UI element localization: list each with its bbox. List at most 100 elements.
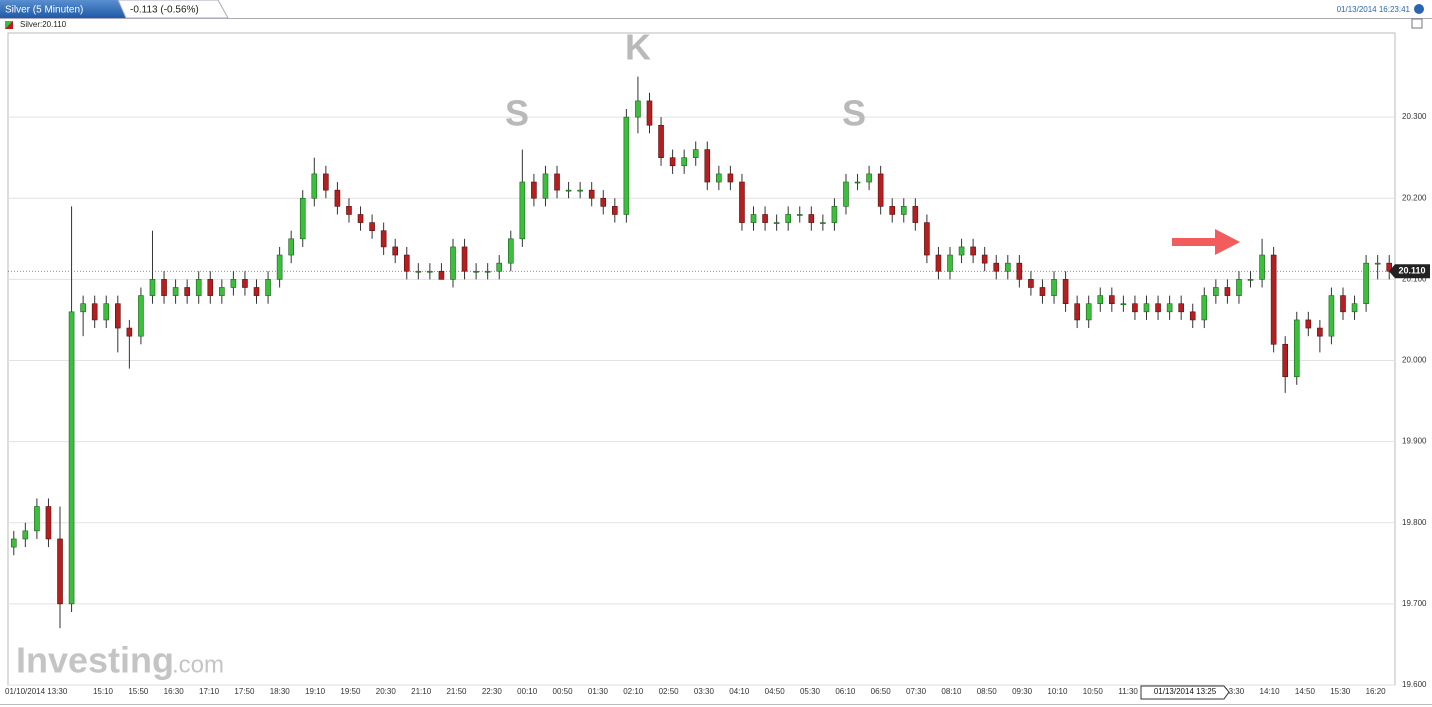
candle-body	[704, 149, 711, 183]
candle-body	[727, 173, 734, 183]
candle-body	[877, 173, 884, 207]
candle-body	[1189, 311, 1196, 321]
candle-body	[1282, 343, 1288, 378]
x-tick-label: 15:50	[128, 687, 149, 696]
chart-title: Silver (5 Minuten)	[5, 5, 83, 16]
candle-body	[1247, 279, 1254, 281]
candle-body	[1016, 262, 1023, 280]
candle-body	[600, 197, 607, 207]
x-tick-label: 19:10	[305, 687, 326, 696]
y-tick-label: 19.800	[1402, 518, 1427, 527]
candle-body	[970, 246, 976, 256]
candle-body	[346, 206, 352, 215]
candle-body	[843, 181, 849, 207]
x-tick-label: 14:50	[1295, 687, 1316, 696]
x-tick-label: 01:30	[588, 687, 609, 696]
candle-body	[1213, 287, 1219, 296]
x-tick-label: 03:30	[694, 687, 715, 696]
candle-body	[1340, 295, 1346, 313]
candle-body	[820, 222, 826, 224]
candle-body	[1109, 295, 1115, 305]
candle-body	[577, 189, 583, 192]
x-tick-label: 00:50	[553, 687, 574, 696]
candle-body	[1074, 303, 1080, 321]
candle-body	[1051, 279, 1057, 296]
x-tick-label: 04:10	[729, 687, 750, 696]
x-tick-label: 15:30	[1330, 687, 1351, 696]
candle-body	[889, 206, 896, 215]
candle-body	[912, 206, 919, 223]
candle-body	[299, 197, 306, 240]
price-tag	[1389, 264, 1430, 279]
crosshair-box	[1140, 685, 1230, 700]
candle-body	[669, 157, 676, 167]
x-tick-label: 02:50	[659, 687, 680, 696]
candle-body	[1328, 295, 1335, 337]
x-tick-label: 16:20	[1366, 687, 1387, 696]
candle-body	[519, 181, 526, 240]
candle-body	[646, 100, 653, 126]
candle-body	[623, 116, 630, 215]
candle-body	[473, 270, 479, 273]
x-tick-label: 06:10	[835, 687, 856, 696]
candle-body	[10, 538, 17, 548]
x-tick-label: 10:50	[1083, 687, 1104, 696]
header-rule	[0, 18, 1432, 19]
x-tick-label: 21:10	[411, 687, 432, 696]
candle-body	[34, 506, 40, 532]
candle-body	[635, 100, 641, 118]
change-tab	[117, 0, 229, 19]
candle-body	[57, 538, 63, 605]
candle-body	[808, 214, 815, 223]
candle-body	[507, 238, 514, 264]
candle-body	[103, 303, 110, 321]
arrow	[1172, 229, 1240, 255]
watermark: Investing	[16, 640, 174, 681]
candle-body	[588, 189, 595, 199]
candle-body	[1004, 262, 1011, 272]
x-tick-label: 10:10	[1047, 687, 1068, 696]
candle-body	[265, 279, 271, 296]
settings-icon[interactable]	[1414, 4, 1424, 14]
candle-body	[750, 214, 757, 223]
x-tick-label: 07:30	[906, 687, 927, 696]
x-tick-label: 08:10	[941, 687, 962, 696]
x-tick-label: 04:50	[765, 687, 786, 696]
minimize-button[interactable]	[1411, 18, 1423, 29]
candle-body	[1201, 295, 1208, 321]
candle-body	[1351, 303, 1358, 313]
candle-body	[438, 270, 445, 280]
x-tick-label: 21:50	[446, 687, 467, 696]
candle-body	[22, 530, 29, 540]
legend-label: Silver:20.110	[20, 20, 67, 29]
annotation: S	[842, 93, 866, 134]
candle-body	[542, 173, 549, 199]
candle-body	[1270, 254, 1277, 345]
x-tick-label: 09:30	[1012, 687, 1033, 696]
candle-body	[45, 506, 52, 540]
candle-body	[1305, 319, 1312, 329]
x-tick-label: 22:30	[482, 687, 503, 696]
annotation: S	[505, 93, 529, 134]
candle-body	[773, 222, 780, 224]
candle-body	[692, 149, 699, 158]
x-tick-label: 15:10	[93, 687, 114, 696]
candle-body	[484, 270, 491, 273]
change-value: -0.113 (-0.56%)	[130, 5, 199, 16]
title-tab[interactable]	[0, 0, 126, 18]
candle-body	[1363, 262, 1369, 305]
candle-body	[91, 303, 98, 321]
candle-body	[854, 181, 861, 184]
candle-body	[369, 222, 375, 231]
candle-body	[415, 270, 422, 273]
price-tag-label: 20.110	[1398, 266, 1425, 276]
candle-body	[427, 270, 433, 273]
candle-body	[184, 287, 190, 296]
candle-body	[981, 254, 988, 264]
candle-body	[496, 262, 503, 272]
candle-body	[450, 246, 456, 280]
candle-body	[958, 246, 965, 256]
candle-body	[935, 254, 942, 272]
